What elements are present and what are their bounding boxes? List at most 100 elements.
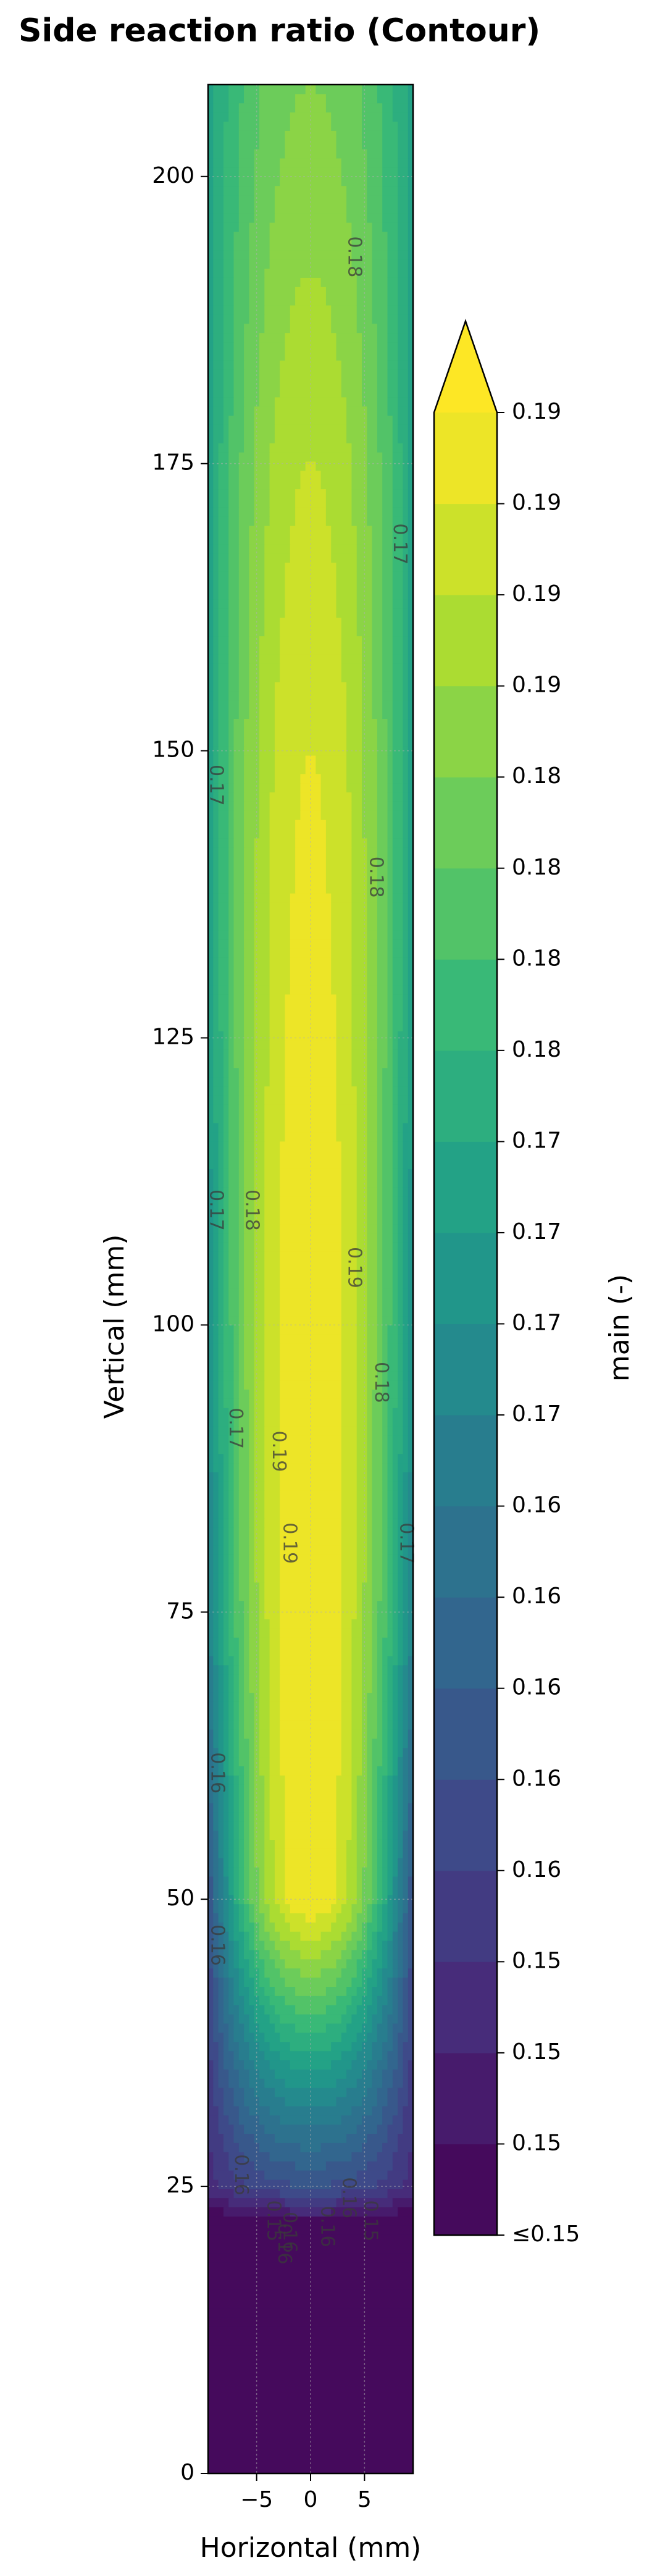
contour-cell [341, 1297, 357, 1307]
contour-cell [213, 240, 224, 251]
contour-cell [228, 819, 234, 829]
contour-cell [362, 85, 378, 94]
contour-cell [269, 1067, 285, 1078]
contour-cell [208, 874, 214, 884]
contour-cell [223, 1223, 229, 1234]
contour-cell [387, 1958, 393, 1969]
contour-cell [244, 1664, 249, 1675]
contour-cell [233, 1857, 240, 1868]
contour-cell [382, 1177, 393, 1188]
contour-cell [382, 176, 398, 187]
contour-cell [356, 1830, 367, 1840]
contour-cell [228, 1784, 234, 1794]
contour-cell [208, 681, 214, 692]
contour-cell [208, 2399, 413, 2410]
contour-cell [341, 1333, 357, 1344]
contour-cell [254, 1398, 265, 1408]
contour-cell [228, 571, 240, 581]
contour-cell [233, 1499, 240, 1509]
contour-cell [223, 1049, 229, 1059]
contour-cell [377, 1784, 383, 1794]
contour-cell [408, 1030, 413, 1041]
contour-cell [254, 939, 270, 949]
contour-cell [223, 1848, 229, 1858]
contour-cell [408, 929, 413, 940]
contour-cell [377, 1995, 388, 2005]
contour-cell [408, 350, 413, 361]
contour-cell [238, 2078, 249, 2088]
y-tick-label: 175 [152, 450, 194, 476]
contour-cell [233, 1480, 240, 1491]
contour-cell [377, 442, 393, 453]
contour-cell [377, 1205, 383, 1215]
contour-cell [372, 1444, 383, 1454]
contour-cell [356, 1517, 367, 1528]
contour-cell [351, 892, 367, 903]
contour-cell [228, 727, 234, 737]
contour-cell [238, 1536, 249, 1546]
contour-cell [244, 1012, 255, 1022]
contour-cell [254, 1453, 265, 1464]
contour-cell [238, 1664, 244, 1675]
contour-cell [238, 1729, 244, 1739]
contour-cell [213, 736, 219, 747]
contour-cell [244, 1821, 249, 1831]
contour-cell [336, 1793, 352, 1803]
contour-cell [387, 1591, 393, 1601]
contour-cell [280, 1453, 342, 1464]
contour-cell [377, 424, 393, 434]
contour-cell [259, 139, 285, 149]
contour-cell [238, 709, 249, 720]
contour-cell [213, 727, 219, 737]
contour-cell [403, 773, 409, 784]
contour-cell [408, 1471, 413, 1482]
contour-cell [356, 1214, 367, 1225]
contour-cell [238, 1462, 249, 1472]
contour-cell [372, 222, 383, 232]
contour-cell [238, 1104, 244, 1114]
contour-cell [228, 1122, 240, 1133]
contour-cell [382, 1949, 388, 1960]
contour-cell [208, 1021, 214, 1031]
contour-cell [372, 1931, 378, 1941]
contour-cell [208, 1701, 214, 1711]
contour-cell [331, 902, 352, 912]
contour-cell [264, 1168, 280, 1178]
contour-cell [408, 709, 413, 720]
contour-cell [285, 571, 336, 581]
contour-cell [254, 1333, 265, 1344]
contour-cell [249, 250, 270, 260]
contour-cell [362, 800, 378, 811]
contour-cell [208, 1674, 214, 1684]
contour-cell [392, 663, 403, 673]
contour-cell [295, 2023, 327, 2033]
contour-cell [346, 755, 362, 765]
contour-cell [223, 1352, 234, 1362]
contour-cell [403, 1527, 409, 1537]
contour-cell [228, 1600, 234, 1611]
contour-cell [269, 506, 296, 517]
contour-cell [392, 1416, 403, 1427]
contour-cell [351, 920, 367, 931]
contour-cell [408, 1940, 413, 1950]
contour-cell [213, 608, 219, 618]
contour-cell [377, 2179, 403, 2189]
contour-cell [377, 1113, 383, 1123]
contour-cell [228, 1462, 234, 1472]
contour-cell [254, 1150, 265, 1160]
contour-cell [367, 856, 378, 866]
contour-cell [398, 332, 409, 343]
contour-label: 0.17 [206, 1189, 227, 1231]
contour-cell [367, 1361, 378, 1372]
contour-cell [367, 847, 378, 857]
contour-cell [280, 1389, 342, 1399]
contour-cell [351, 451, 367, 462]
contour-cell [351, 479, 367, 490]
contour-cell [208, 800, 214, 811]
contour-cell [403, 939, 409, 949]
colorbar-tick-label: 0.16 [512, 1493, 561, 1518]
contour-cell [392, 1471, 398, 1482]
contour-cell [387, 1848, 393, 1858]
contour-cell [254, 1480, 265, 1491]
contour-cell [290, 112, 332, 122]
